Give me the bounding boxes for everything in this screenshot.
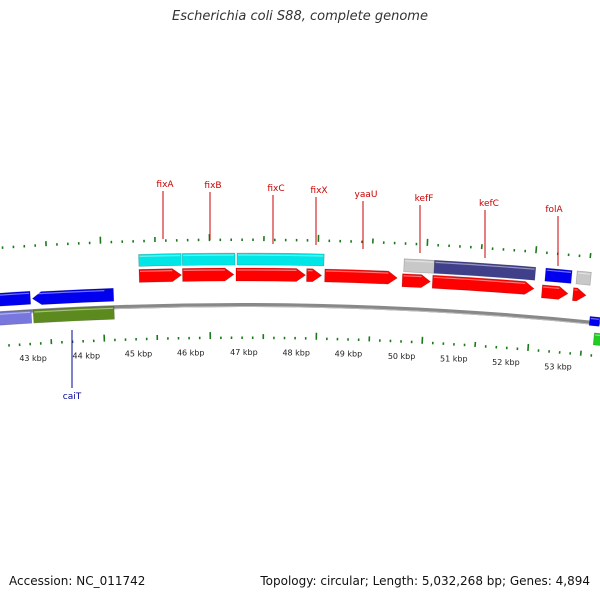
gene-label-folA: folA	[545, 205, 563, 215]
cds-forward	[182, 267, 235, 282]
gene-label-kefC: kefC	[479, 199, 499, 209]
scale-tick-inner	[527, 343, 530, 351]
feature-highlight	[405, 260, 434, 263]
scale-tick-inner	[579, 350, 582, 356]
cds-reverse	[31, 287, 115, 305]
feature-highlight	[590, 317, 599, 320]
feature-highlight	[0, 292, 30, 296]
feature-highlight	[435, 261, 535, 270]
feature-olive	[32, 305, 115, 324]
feature-highlight	[403, 275, 422, 278]
feature-blue	[544, 267, 573, 284]
feature-grey	[403, 258, 435, 274]
feature-highlight	[595, 334, 600, 337]
gene-label-yaaU: yaaU	[355, 190, 378, 200]
feature-grey	[575, 270, 592, 286]
cds-forward	[138, 268, 183, 283]
feature-highlight	[34, 307, 114, 313]
cds-forward	[572, 287, 587, 302]
cds-forward	[401, 273, 431, 288]
cds-forward	[306, 268, 323, 283]
kbp-label: 52 kbp	[492, 358, 520, 367]
feature-highlight	[139, 254, 181, 257]
kbp-label: 53 kbp	[544, 363, 572, 372]
feature-highlight	[546, 269, 572, 273]
feature-highlight	[325, 270, 389, 274]
cds-forward	[324, 268, 398, 285]
kbp-label: 45 kbp	[125, 350, 153, 359]
kbp-label: 49 kbp	[335, 350, 363, 359]
genome-title: Escherichia coli S88, complete genome	[172, 9, 428, 24]
feature-highlight	[139, 270, 173, 272]
cds-forward	[431, 274, 535, 295]
feature-highlight	[237, 254, 324, 257]
feature-navy	[433, 259, 537, 281]
kbp-label: 46 kbp	[177, 348, 205, 357]
feature-highlight	[0, 311, 31, 315]
kbp-label: 50 kbp	[388, 352, 416, 361]
scale-tick-outer	[535, 246, 538, 254]
cds-forward	[541, 284, 569, 300]
kbp-label: 48 kbp	[282, 349, 310, 358]
genome-summary-text: Topology: circular; Length: 5,032,268 bp…	[260, 574, 590, 588]
gene-label-kefF: kefF	[415, 194, 434, 204]
kbp-label: 44 kbp	[73, 351, 101, 360]
gene-label-fixX: fixX	[310, 186, 327, 196]
feature-highlight	[543, 286, 560, 289]
cds-forward	[235, 267, 307, 282]
kbp-label: 47 kbp	[230, 348, 258, 357]
feature-blue	[588, 316, 600, 327]
feature-highlight	[183, 254, 234, 257]
gene-label-fixB: fixB	[204, 181, 221, 191]
scale-tick-outer	[589, 253, 592, 259]
gene-label-caiT: caiT	[63, 392, 82, 402]
feature-cyan	[138, 253, 182, 267]
feature-green	[592, 332, 600, 346]
feature-cyan	[236, 252, 325, 267]
kbp-label: 51 kbp	[440, 355, 468, 364]
cds-reverse	[0, 290, 32, 307]
feature-violet	[0, 309, 33, 326]
gene-label-fixA: fixA	[156, 180, 174, 190]
feature-highlight	[433, 276, 526, 285]
gene-label-fixC: fixC	[267, 184, 284, 194]
feature-highlight	[577, 272, 591, 275]
feature-cyan	[181, 252, 236, 266]
feature-highlight	[33, 290, 105, 295]
accession-text: Accession: NC_011742	[9, 574, 146, 588]
kbp-label: 43 kbp	[19, 354, 47, 363]
